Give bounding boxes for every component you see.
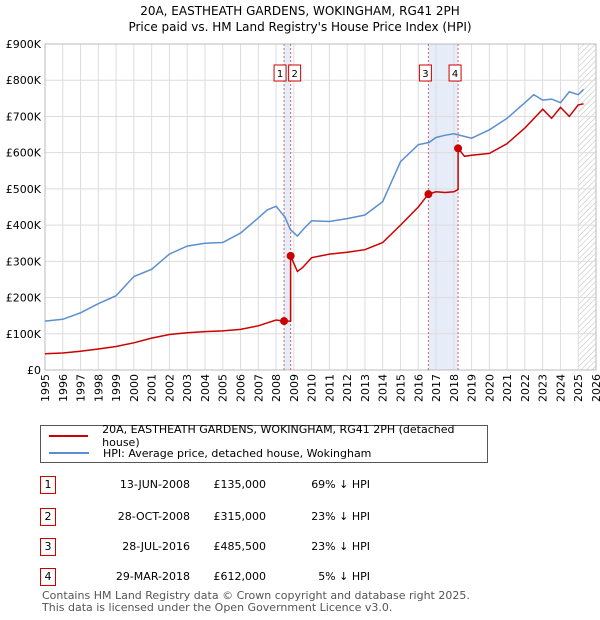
forecast-hatch [578,44,596,370]
plot-frame [44,43,597,371]
x-tick-label: 2016 [412,374,425,402]
marker-label-box [448,64,462,82]
x-tick-label: 2004 [199,374,212,402]
x-tick-label: 2022 [519,374,532,402]
legend: 20A, EASTHEATH GARDENS, WOKINGHAM, RG41 … [40,423,488,463]
y-tick-label: £700K [6,110,42,123]
x-tick-label: 2025 [572,374,585,402]
transaction-hpi: 5% ↓ HPI [318,570,370,583]
transaction-number: 4 [40,568,56,586]
x-tick-label: 2006 [235,374,248,402]
marker-label-box [288,64,302,82]
marker-label: 4 [452,69,458,80]
x-tick-label: 2014 [377,374,390,402]
x-tick-label: 2008 [270,374,283,402]
x-tick-label: 2013 [359,374,372,402]
transaction-row: 4 29-MAR-2018 £612,000 5% ↓ HPI [40,568,580,588]
x-tick-label: 2002 [163,374,176,402]
marker-label-box [273,64,287,82]
transaction-date: 29-MAR-2018 [115,570,190,583]
x-tick-label: 2026 [590,374,600,402]
y-tick-label: £300K [6,255,42,268]
legend-swatch-property [49,435,89,437]
sale-point [454,144,463,153]
marker-label-box [418,64,432,82]
sale-point [424,190,433,199]
x-tick-label: 2012 [341,374,354,402]
y-tick-label: £0 [27,364,41,377]
transaction-date: 28-OCT-2008 [117,510,190,523]
y-tick-label: £200K [6,292,42,305]
transaction-row: 1 13-JUN-2008 £135,000 69% ↓ HPI [40,476,580,496]
y-tick-label: £800K [6,74,42,87]
legend-item-property: 20A, EASTHEATH GARDENS, WOKINGHAM, RG41 … [49,423,487,449]
marker-label: 2 [291,69,297,80]
x-tick-label: 2000 [128,374,141,402]
x-tick-label: 2018 [448,374,461,402]
x-tick-label: 2011 [323,374,336,402]
y-tick-label: £600K [6,147,42,160]
highlight-span [428,44,459,370]
x-tick-label: 1997 [75,374,88,402]
chart-title: 20A, EASTHEATH GARDENS, WOKINGHAM, RG41 … [140,4,460,18]
transaction-price: £612,000 [213,570,267,583]
legend-label-property: 20A, EASTHEATH GARDENS, WOKINGHAM, RG41 … [102,423,455,449]
x-tick-label: 2007 [252,374,265,402]
x-tick-label: 2024 [554,374,567,402]
x-tick-label: 1998 [92,374,105,402]
transaction-hpi: 69% ↓ HPI [311,478,370,491]
x-tick-label: 1996 [57,374,70,402]
transaction-hpi: 23% ↓ HPI [311,540,370,553]
price-chart: £0 £100K £200K £300K £400K £500K £600K £700K £80… [6,38,600,402]
transaction-number: 1 [40,476,56,494]
x-tick-label: 2023 [537,374,550,402]
x-tick-label: 2009 [288,374,301,402]
legend-label-hpi: HPI: Average price, detached house, Woki… [103,446,372,460]
footer-licence: This data is licensed under the Open Gov… [42,601,393,614]
transaction-number: 2 [40,508,56,526]
chart-subtitle: Price paid vs. HM Land Registry's House … [128,20,472,34]
x-tick-label: 2020 [483,374,496,402]
transaction-price: £135,000 [213,478,267,491]
x-tick-label: 2019 [466,374,479,402]
y-tick-label: £400K [6,219,42,232]
transaction-row: 3 28-JUL-2016 £485,500 23% ↓ HPI [40,538,580,558]
x-tick-label: 2015 [394,374,407,402]
transaction-hpi: 23% ↓ HPI [311,510,370,523]
x-tick-label: 2017 [430,374,443,402]
footer-copyright: Contains HM Land Registry data © Crown c… [42,589,470,602]
legend-swatch-hpi [49,452,89,454]
sale-point [286,251,295,260]
marker-label: 3 [422,69,428,80]
hpi-line [44,88,585,322]
transaction-row: 2 28-OCT-2008 £315,000 23% ↓ HPI [40,508,580,528]
marker-label: 1 [277,69,283,80]
legend-item-hpi: HPI: Average price, detached house, Woki… [49,445,371,461]
x-tick-label: 2005 [217,374,230,402]
transaction-date: 13-JUN-2008 [119,478,190,491]
transaction-number: 3 [40,538,56,556]
x-tick-label: 1995 [39,374,52,402]
transaction-date: 28-JUL-2016 [122,540,190,553]
y-tick-label: £100K [6,328,42,341]
y-tick-label: £900K [6,38,42,51]
transaction-price: £315,000 [213,510,267,523]
property-price-line [44,103,584,355]
x-tick-label: 2001 [146,374,159,402]
x-tick-label: 2010 [306,374,319,402]
highlight-span [284,44,291,370]
x-tick-label: 1999 [110,374,123,402]
x-tick-label: 2021 [501,374,514,402]
sale-point [280,317,289,326]
y-tick-label: £500K [6,183,42,196]
transaction-price: £485,500 [213,540,267,553]
x-tick-label: 2003 [181,374,194,402]
